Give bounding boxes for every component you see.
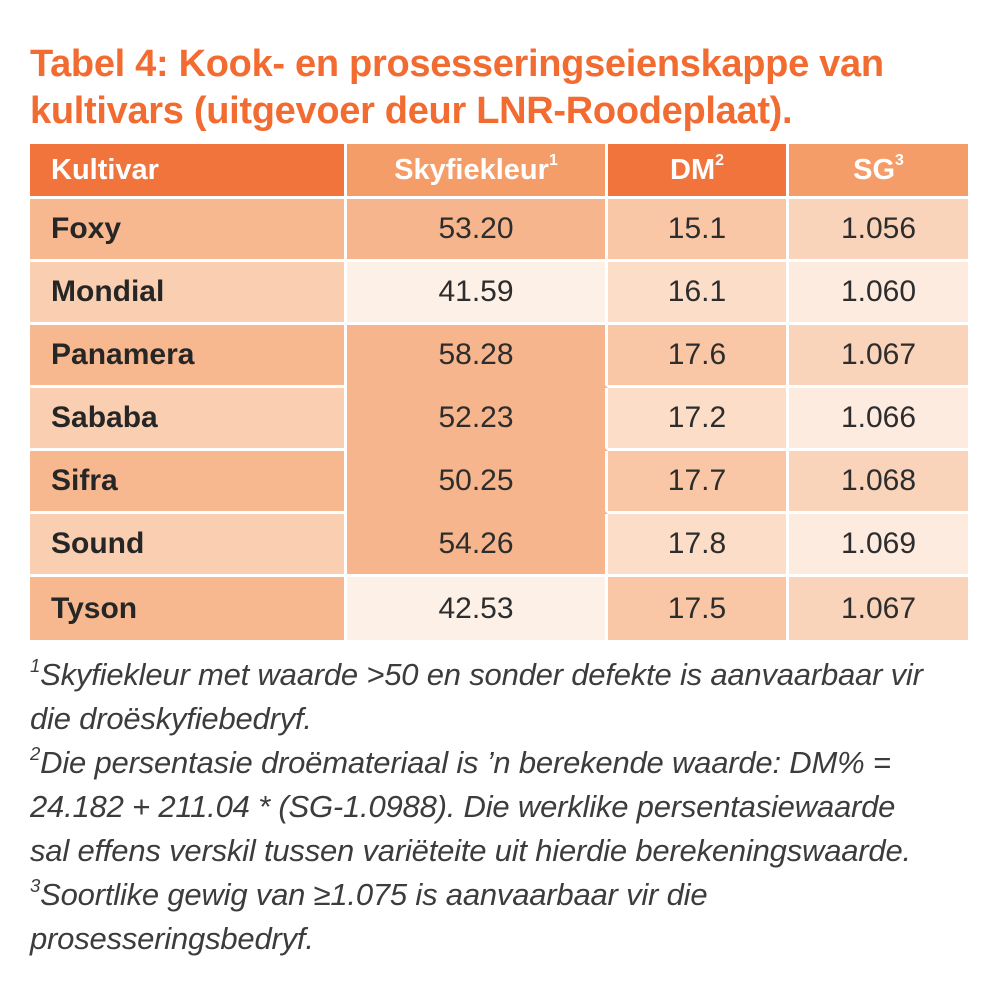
cell-dm: 16.1 <box>608 262 789 325</box>
column-header-dm: DM2 <box>608 144 789 199</box>
table-row: Sound 54.26 17.8 1.069 <box>30 514 968 577</box>
column-header-sg: SG3 <box>789 144 968 199</box>
cell-skyfiekleur: 41.59 <box>347 262 608 325</box>
table-header-row: Kultivar Skyfiekleur1 DM2 SG3 <box>30 144 968 199</box>
footnote-2-marker: 2 <box>30 742 41 764</box>
cell-skyfiekleur: 50.25 <box>347 451 608 514</box>
footnote-1-text: Skyfiekleur met waarde >50 en sonder def… <box>30 657 923 736</box>
footnote-3-text: Soortlike gewig van ≥1.075 is aanvaarbaa… <box>30 877 708 956</box>
footnote-2-text: Die persentasie droëmateriaal is ’n bere… <box>30 745 911 868</box>
cell-sg: 1.060 <box>789 262 968 325</box>
footnote-marker: 1 <box>548 152 558 170</box>
cell-sg: 1.066 <box>789 388 968 451</box>
table-row: Sababa 52.23 17.2 1.066 <box>30 388 968 451</box>
cell-kultivar: Mondial <box>30 262 347 325</box>
column-header-label: SG <box>853 153 896 186</box>
cell-skyfiekleur: 42.53 <box>347 577 608 640</box>
table-row: Sifra 50.25 17.7 1.068 <box>30 451 968 514</box>
cell-skyfiekleur: 58.28 <box>347 325 608 388</box>
footnote-3-marker: 3 <box>30 874 41 896</box>
column-header-skyfiekleur: Skyfiekleur1 <box>347 144 608 199</box>
cell-dm: 17.5 <box>608 577 789 640</box>
footnote-1-marker: 1 <box>30 654 41 676</box>
cell-sg: 1.068 <box>789 451 968 514</box>
column-header-label: Kultivar <box>51 153 159 186</box>
footnote-1: 1Skyfiekleur met waarde >50 en sonder de… <box>30 653 935 741</box>
column-header-kultivar: Kultivar <box>30 144 347 199</box>
cell-kultivar: Sifra <box>30 451 347 514</box>
column-header-label: DM <box>670 153 716 186</box>
cell-kultivar: Foxy <box>30 199 347 262</box>
table-title: Tabel 4: Kook- en prosesseringseienskapp… <box>30 43 884 132</box>
cell-dm: 17.7 <box>608 451 789 514</box>
cell-dm: 15.1 <box>608 199 789 262</box>
cell-sg: 1.067 <box>789 577 968 640</box>
cell-sg: 1.067 <box>789 325 968 388</box>
cell-kultivar: Sound <box>30 514 347 577</box>
cell-sg: 1.069 <box>789 514 968 577</box>
footnote-3: 3Soortlike gewig van ≥1.075 is aanvaarba… <box>30 873 935 961</box>
cell-dm: 17.2 <box>608 388 789 451</box>
cell-skyfiekleur: 52.23 <box>347 388 608 451</box>
cell-dm: 17.6 <box>608 325 789 388</box>
cell-kultivar: Tyson <box>30 577 347 640</box>
footnote-marker: 2 <box>715 152 724 170</box>
cultivar-table: Kultivar Skyfiekleur1 DM2 SG3 Foxy 53.20… <box>30 144 968 640</box>
footnote-2: 2Die persentasie droëmateriaal is ’n ber… <box>30 741 935 873</box>
table-row: Panamera 58.28 17.6 1.067 <box>30 325 968 388</box>
footnotes: 1Skyfiekleur met waarde >50 en sonder de… <box>30 653 935 961</box>
column-header-label: Skyfiekleur <box>394 153 549 186</box>
cell-skyfiekleur: 54.26 <box>347 514 608 577</box>
table-row: Tyson 42.53 17.5 1.067 <box>30 577 968 640</box>
table-row: Mondial 41.59 16.1 1.060 <box>30 262 968 325</box>
cell-dm: 17.8 <box>608 514 789 577</box>
footnote-marker: 3 <box>895 152 904 170</box>
cell-sg: 1.056 <box>789 199 968 262</box>
cell-kultivar: Panamera <box>30 325 347 388</box>
cell-skyfiekleur: 53.20 <box>347 199 608 262</box>
cell-kultivar: Sababa <box>30 388 347 451</box>
table-row: Foxy 53.20 15.1 1.056 <box>30 199 968 262</box>
